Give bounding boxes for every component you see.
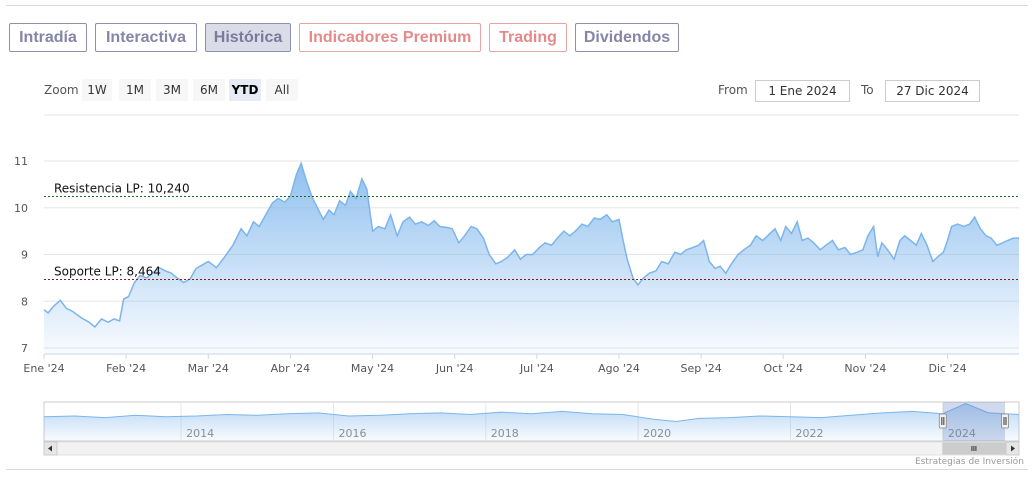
tab-trading[interactable]: Trading: [489, 23, 567, 52]
navigator-left-handle[interactable]: [938, 413, 947, 429]
to-label: To: [861, 83, 874, 97]
x-tick-label: Dic '24: [928, 362, 966, 375]
annotation-label: Soporte LP: 8,464: [54, 265, 161, 279]
annotation-label: Resistencia LP: 10,240: [54, 182, 190, 196]
tab-interactiva[interactable]: Interactiva: [95, 23, 197, 52]
zoom-3m-button[interactable]: 3M: [156, 79, 188, 101]
from-date-input[interactable]: 1 Ene 2024: [755, 80, 850, 102]
zoom-1w-button[interactable]: 1W: [82, 79, 112, 101]
navigator-line: [43, 403, 1020, 423]
x-tick-label: Sep '24: [680, 362, 721, 375]
tab-intradia[interactable]: Intradía: [9, 23, 87, 52]
x-tick-label: Jun '24: [435, 362, 474, 375]
navigator-area: [44, 403, 1019, 441]
from-label: From: [718, 83, 748, 97]
zoom-all-button[interactable]: All: [266, 79, 298, 101]
bottom-divider: [6, 469, 1028, 470]
price-area: [44, 163, 1019, 354]
x-tick-label: May '24: [351, 362, 394, 375]
x-tick-label: Feb '24: [106, 362, 146, 375]
zoom-6m-button[interactable]: 6M: [193, 79, 225, 101]
y-axis-labels: 7 8 9 10 11: [14, 155, 28, 355]
x-tick-label: Jul '24: [519, 362, 554, 375]
x-tick-label: Abr '24: [271, 362, 311, 375]
x-tick-label: Oct '24: [763, 362, 803, 375]
zoom-1m-button[interactable]: 1M: [119, 79, 151, 101]
navigator-right-handle[interactable]: [1001, 413, 1009, 429]
x-tick-label: Nov '24: [844, 362, 886, 375]
top-divider: [6, 5, 1028, 6]
navigator-selection[interactable]: [942, 402, 1005, 441]
chart-credit: Estrategias de Inversión: [915, 457, 1024, 467]
zoom-label: Zoom: [44, 83, 79, 97]
x-tick-label: Ago '24: [598, 362, 640, 375]
scrollbar-track[interactable]: [43, 441, 1020, 456]
x-axis-labels: Ene '24 Feb '24 Mar '24 Abr '24 May '24 Jun '…: [23, 354, 967, 375]
navigator[interactable]: 201420162018202020222024: [43, 401, 1020, 456]
tab-historica[interactable]: Histórica: [205, 23, 291, 52]
x-tick-label: Ene '24: [23, 362, 64, 375]
price-line: [43, 161, 1019, 329]
arrow-right-icon: [1011, 445, 1015, 452]
y-tick-label: 8: [21, 295, 28, 308]
tab-indicadores-premium[interactable]: Indicadores Premium: [299, 23, 481, 52]
y-tick-label: 10: [14, 202, 28, 215]
x-tick-label: Mar '24: [188, 362, 229, 375]
tab-dividendos[interactable]: Dividendos: [575, 23, 679, 52]
y-tick-label: 7: [21, 342, 28, 355]
arrow-left-icon: [48, 445, 52, 452]
zoom-ytd-button[interactable]: YTD: [229, 79, 261, 101]
y-tick-label: 11: [14, 155, 28, 168]
annotation-lines: Resistencia LP: 10,240 Soporte LP: 8,464: [44, 182, 1019, 281]
to-date-input[interactable]: 27 Dic 2024: [885, 80, 980, 102]
y-tick-label: 9: [21, 249, 28, 262]
